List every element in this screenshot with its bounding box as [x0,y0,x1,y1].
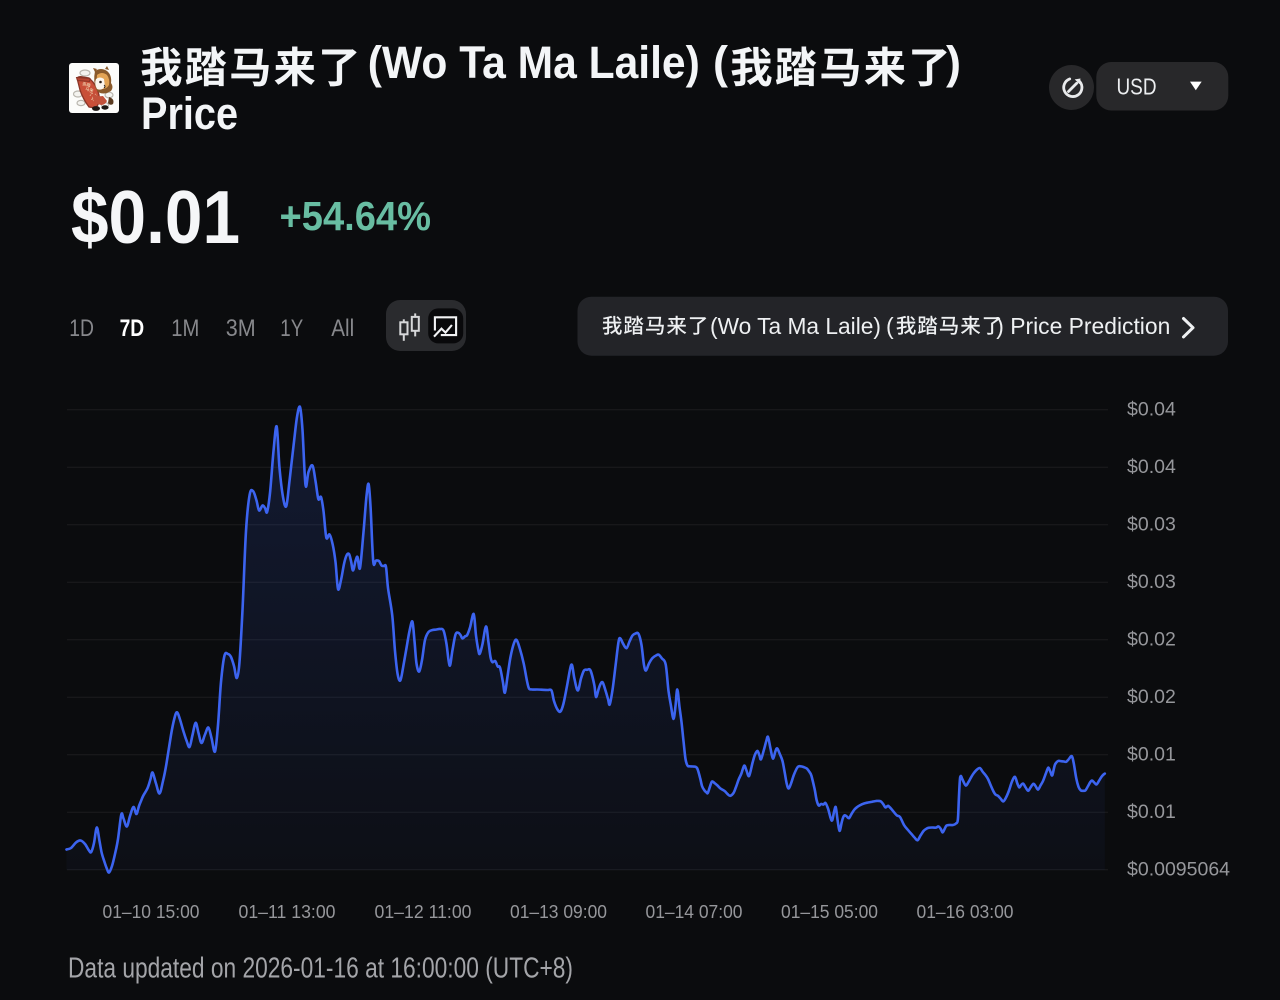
svg-text:$0.01: $0.01 [71,175,240,259]
svg-text:(Wo Ta Ma Laile): (Wo Ta Ma Laile) [368,37,700,88]
svg-text:+54.64%: +54.64% [280,193,432,239]
svg-text:01–10 15:00: 01–10 15:00 [103,901,200,922]
svg-text:Data updated on 2026-01-16 at: Data updated on 2026-01-16 at 16:00:00 (… [68,953,573,985]
svg-text:01–11 13:00: 01–11 13:00 [239,901,336,922]
svg-text:$0.04: $0.04 [1127,456,1176,478]
svg-text:$0.04: $0.04 [1127,398,1176,420]
svg-text:01–12 11:00: 01–12 11:00 [375,901,472,922]
svg-text:马来: 马来 [84,85,95,94]
svg-text:$0.02: $0.02 [1127,629,1176,651]
svg-text:(Wo Ta Ma Laile): (Wo Ta Ma Laile) [710,313,881,339]
svg-text:01–15 05:00: 01–15 05:00 [781,901,878,922]
svg-text:): ) [946,37,961,88]
svg-text:Price: Price [141,88,238,139]
svg-text:01–14 07:00: 01–14 07:00 [646,901,743,922]
svg-text:01–16 03:00: 01–16 03:00 [917,901,1014,922]
svg-text:1Y: 1Y [280,315,303,342]
svg-text:All: All [331,315,354,342]
svg-text:3M: 3M [226,315,256,342]
svg-text:USD: USD [1117,74,1157,100]
svg-text:(: ( [886,313,894,339]
svg-text:1D: 1D [69,315,94,342]
svg-text:$0.01: $0.01 [1127,744,1176,766]
svg-text:吾踏: 吾踏 [82,80,93,89]
svg-text:$0.03: $0.03 [1127,571,1176,593]
svg-text:$0.01: $0.01 [1127,801,1176,823]
svg-text:(: ( [713,37,728,88]
svg-text:$0.02: $0.02 [1127,686,1176,708]
svg-text:$0.03: $0.03 [1127,514,1176,536]
svg-text:1M: 1M [171,315,199,342]
svg-text:01–13 09:00: 01–13 09:00 [510,901,607,922]
svg-text:7D: 7D [120,315,145,342]
svg-text:) Price Prediction: ) Price Prediction [996,313,1170,339]
svg-text:$0.0095064: $0.0095064 [1127,859,1230,881]
